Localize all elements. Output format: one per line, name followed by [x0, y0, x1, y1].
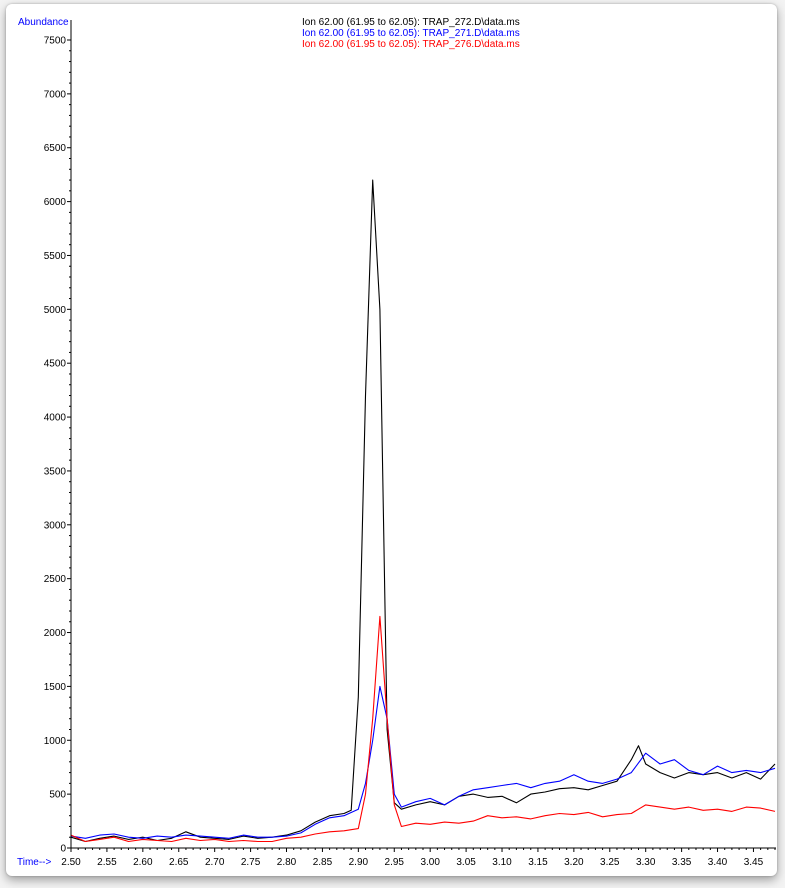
y-tick-label: 5000	[44, 305, 67, 316]
x-tick-label: 2.95	[385, 857, 405, 868]
x-tick-label: 2.60	[133, 857, 153, 868]
series-line-3	[70, 615, 776, 843]
x-tick-label: 2.80	[277, 857, 297, 868]
y-tick-label: 5500	[44, 251, 67, 262]
y-tick-label: 0	[60, 844, 66, 855]
y-tick-label: 4500	[44, 359, 67, 370]
y-axis-label: Abundance	[18, 17, 69, 28]
x-tick-label: 3.30	[636, 857, 656, 868]
x-tick-label: 3.15	[528, 857, 548, 868]
series-line-2	[70, 685, 776, 839]
y-tick-label: 1500	[44, 682, 67, 693]
legend-entry-2: Ion 62.00 (61.95 to 62.05): TRAP_271.D\d…	[302, 28, 520, 39]
x-tick-label: 2.55	[97, 857, 117, 868]
x-tick-label: 2.50	[61, 857, 81, 868]
y-tick-label: 3500	[44, 466, 67, 477]
x-tick-label: 3.25	[600, 857, 620, 868]
x-tick-label: 2.90	[349, 857, 369, 868]
x-tick-label: 3.00	[420, 857, 440, 868]
x-tick-label: 3.45	[744, 857, 764, 868]
series-line-1	[70, 179, 776, 843]
y-tick-label: 7000	[44, 89, 67, 100]
x-tick-label: 3.05	[456, 857, 476, 868]
x-tick-label: 3.20	[564, 857, 584, 868]
plot-area	[70, 179, 776, 843]
x-tick-label: 2.70	[205, 857, 225, 868]
y-tick-label: 3000	[44, 520, 67, 531]
x-tick-label: 3.40	[708, 857, 728, 868]
legend-entry-3: Ion 62.00 (61.95 to 62.05): TRAP_276.D\d…	[302, 39, 520, 50]
y-tick-label: 7500	[44, 36, 67, 47]
y-tick-label: 2500	[44, 574, 67, 585]
x-tick-label: 2.75	[241, 857, 261, 868]
x-tick-label: 3.35	[672, 857, 692, 868]
x-tick-label: 3.10	[492, 857, 512, 868]
y-tick-label: 6500	[44, 143, 67, 154]
x-axis-label: Time-->	[17, 857, 52, 868]
y-tick-label: 6000	[44, 197, 67, 208]
y-tick-label: 500	[49, 790, 66, 801]
x-tick-label: 2.85	[313, 857, 333, 868]
legend-entry-1: Ion 62.00 (61.95 to 62.05): TRAP_272.D\d…	[302, 17, 520, 28]
chart-frame	[6, 4, 777, 876]
y-tick-label: 1000	[44, 736, 67, 747]
legend: Ion 62.00 (61.95 to 62.05): TRAP_272.D\d…	[302, 17, 520, 50]
y-tick-label: 4000	[44, 413, 67, 424]
y-tick-label: 2000	[44, 628, 67, 639]
axes: 0 500 1000 1500 2000 2500 3000 3500 4000 4500 5000…	[44, 20, 776, 868]
x-tick-label: 2.65	[169, 857, 189, 868]
